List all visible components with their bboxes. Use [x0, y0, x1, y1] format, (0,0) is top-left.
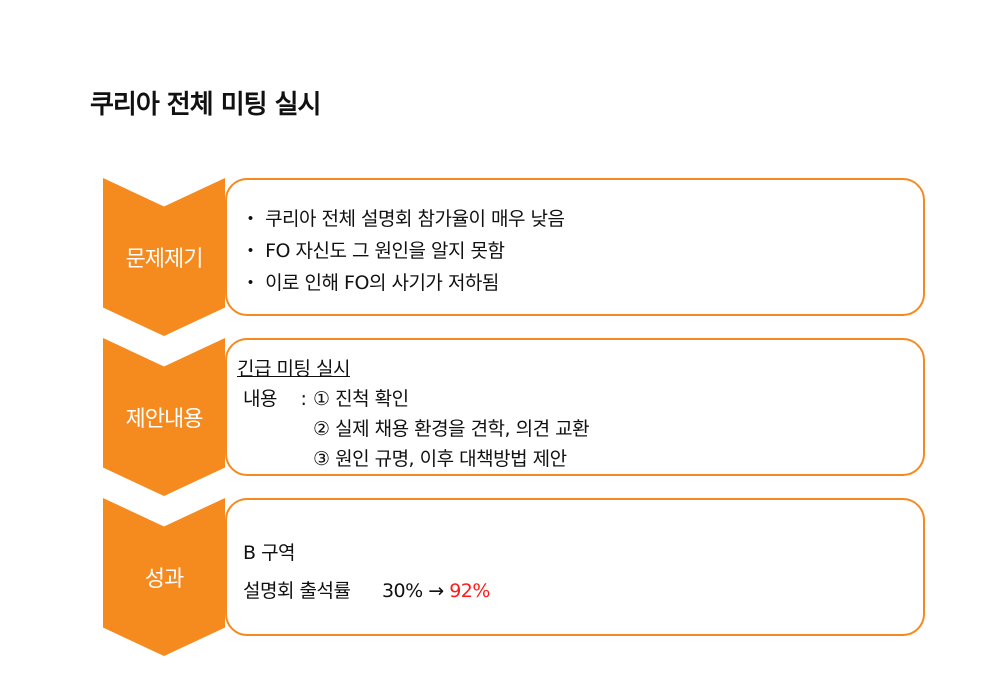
bullet-icon: ・ [241, 240, 260, 262]
section-label-proposal: 제안내용 [125, 407, 204, 432]
bullet-icon: ・ [241, 208, 260, 230]
result-metric-row: 설명회 출석률 30% → 92% [243, 576, 490, 603]
proposal-box: 긴급 미팅 실시 내용 : ① 진척 확인 ② 실제 채용 환경을 견학, 의견… [225, 338, 925, 476]
content-colon: : [300, 388, 307, 410]
bullet-item: ・ 쿠리아 전체 설명회 참가율이 매우 낮음 [241, 204, 565, 231]
section-label-result: 성과 [144, 567, 184, 592]
list-item: ② 실제 채용 환경을 견학, 의견 교환 [313, 414, 590, 441]
item-text: 진척 확인 [335, 388, 409, 410]
arrow-icon: → [428, 580, 444, 602]
bullet-text: 이로 인해 FO의 사기가 저하됨 [265, 272, 499, 294]
metric-label: 설명회 출석률 [243, 580, 351, 602]
result-box: B 구역 설명회 출석률 30% → 92% [225, 498, 925, 636]
bullet-icon: ・ [241, 272, 260, 294]
item-text: 실제 채용 환경을 견학, 의견 교환 [335, 418, 590, 440]
item-number: ① [313, 388, 330, 410]
proposal-heading: 긴급 미팅 실시 [237, 358, 350, 380]
chevron-problem: 문제제기 [103, 178, 225, 336]
bullet-item: ・ FO 자신도 그 원인을 알지 못함 [241, 236, 505, 263]
metric-after: 92% [449, 580, 490, 602]
chevron-result: 성과 [103, 498, 225, 656]
page-title: 쿠리아 전체 미팅 실시 [90, 90, 321, 120]
bullet-text: 쿠리아 전체 설명회 참가율이 매우 낮음 [265, 208, 565, 230]
section-label-problem: 문제제기 [125, 247, 204, 272]
content-label: 내용 [243, 388, 277, 410]
list-item: ① 진척 확인 [313, 384, 409, 411]
problem-box: ・ 쿠리아 전체 설명회 참가율이 매우 낮음 ・ FO 자신도 그 원인을 알… [225, 178, 925, 316]
list-item: ③ 원인 규명, 이후 대책방법 제안 [313, 444, 567, 471]
metric-before: 30% [381, 580, 423, 602]
bullet-item: ・ 이로 인해 FO의 사기가 저하됨 [241, 268, 499, 295]
item-number: ② [313, 418, 330, 440]
item-number: ③ [313, 448, 330, 470]
bullet-text: FO 자신도 그 원인을 알지 못함 [265, 240, 505, 262]
content-label-row: 내용 : [243, 384, 307, 411]
chevron-proposal: 제안내용 [103, 338, 225, 496]
result-area: B 구역 [243, 542, 296, 564]
item-text: 원인 규명, 이후 대책방법 제안 [335, 448, 567, 470]
